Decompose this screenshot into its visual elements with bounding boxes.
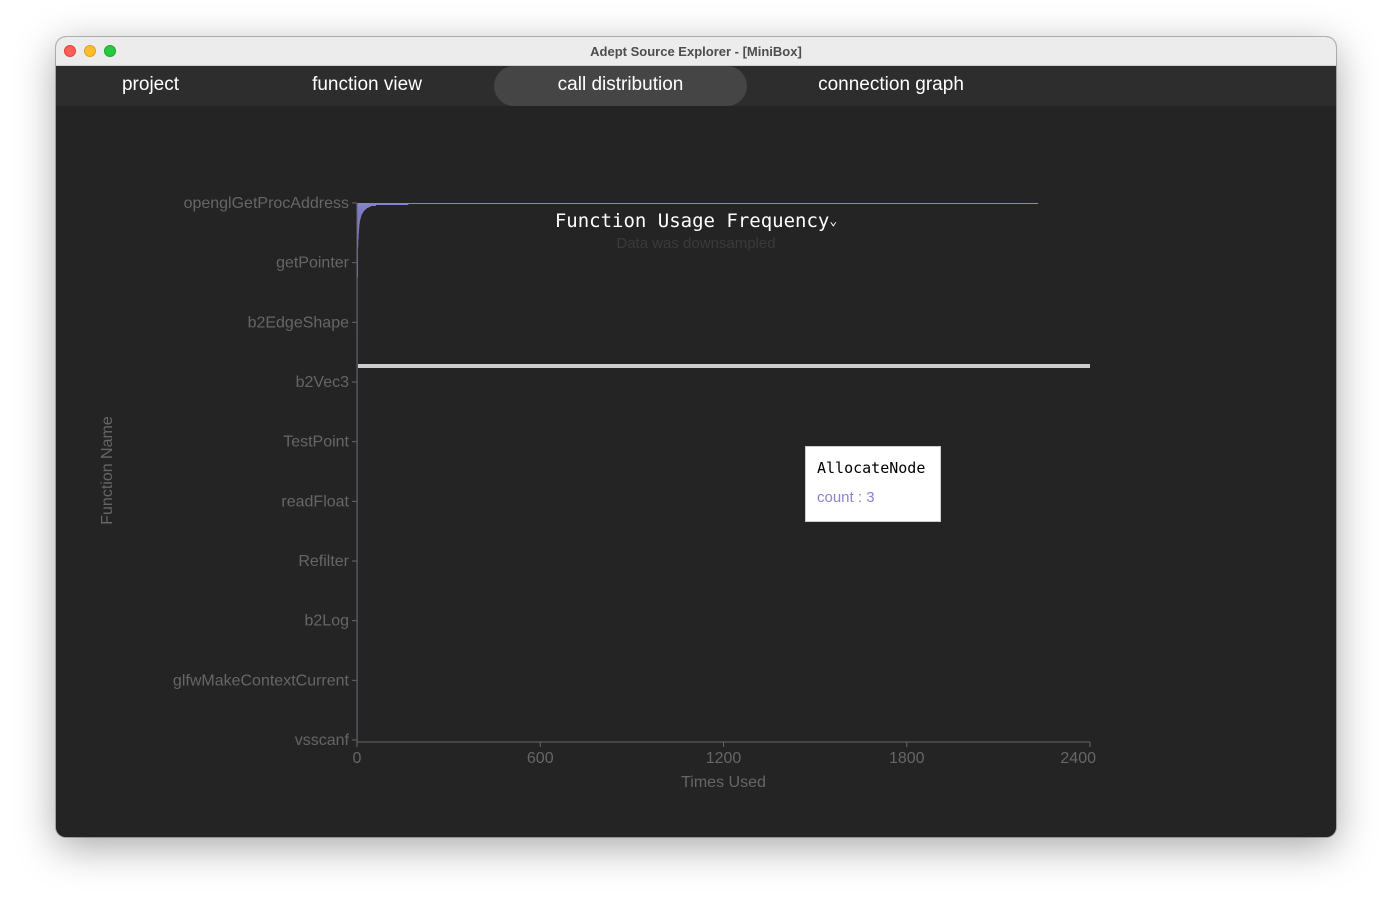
- y-tick-label: getPointer: [276, 255, 350, 272]
- bar[interactable]: [357, 241, 359, 243]
- x-axis-label: Times Used: [681, 774, 766, 791]
- bar[interactable]: [357, 205, 371, 207]
- tab-bar: project function view call distribution …: [56, 66, 1336, 106]
- bar[interactable]: [357, 210, 364, 212]
- x-tick-label: 600: [527, 750, 554, 767]
- bar[interactable]: [357, 220, 361, 222]
- bar[interactable]: [357, 215, 362, 217]
- tab-project[interactable]: project: [121, 74, 180, 95]
- bar[interactable]: [357, 222, 360, 224]
- bar[interactable]: [357, 204, 376, 206]
- x-tick-label: 1800: [889, 750, 925, 767]
- bar[interactable]: [357, 229, 359, 231]
- bar[interactable]: [357, 230, 359, 232]
- tab-function-view[interactable]: function view: [312, 74, 422, 95]
- y-axis-label: Function Name: [99, 416, 116, 525]
- bar[interactable]: [357, 231, 359, 233]
- tooltip-count: count : 3: [817, 489, 875, 506]
- bar[interactable]: [357, 212, 363, 214]
- bar[interactable]: [357, 209, 365, 211]
- maximize-window-button[interactable]: [104, 45, 116, 57]
- bar[interactable]: [357, 216, 361, 218]
- minimize-window-button[interactable]: [84, 45, 96, 57]
- y-tick-label: b2Vec3: [296, 374, 349, 391]
- y-tick-label: Refilter: [298, 553, 349, 570]
- bar[interactable]: [357, 214, 362, 216]
- bar[interactable]: [357, 226, 360, 228]
- bar[interactable]: [357, 244, 359, 246]
- bar[interactable]: [357, 240, 359, 242]
- tab-connection-graph[interactable]: connection graph: [818, 74, 964, 95]
- hover-cursor: [358, 364, 1090, 368]
- y-tick-label: openglGetProcAddress: [184, 195, 349, 212]
- chart-type-dropdown[interactable]: Function Usage Frequency⌄: [526, 207, 866, 235]
- tab-call-distribution[interactable]: call distribution: [494, 66, 747, 106]
- bar[interactable]: [357, 234, 359, 236]
- y-tick-label: vsscanf: [295, 732, 350, 749]
- bar[interactable]: [357, 228, 360, 230]
- bar[interactable]: [357, 221, 360, 223]
- y-tick-label: TestPoint: [283, 434, 349, 451]
- bar[interactable]: [357, 213, 362, 215]
- bar[interactable]: [357, 245, 359, 247]
- bar[interactable]: [357, 218, 361, 220]
- x-tick-label: 2400: [1060, 750, 1096, 767]
- bar[interactable]: [357, 242, 359, 244]
- y-tick-label: readFloat: [281, 493, 349, 510]
- bar[interactable]: [357, 203, 409, 205]
- bar[interactable]: [357, 225, 360, 227]
- chart-tooltip: AllocateNode count : 3: [805, 446, 941, 522]
- bar[interactable]: [357, 223, 360, 225]
- chart-panel: Function Usage Frequency⌄ Data was downs…: [56, 106, 1336, 837]
- bar[interactable]: [357, 207, 367, 209]
- bar[interactable]: [357, 235, 359, 237]
- bar[interactable]: [357, 211, 364, 213]
- bar-chart[interactable]: Data was downsampled openglGetProcAddress…: [56, 106, 1336, 837]
- bar[interactable]: [357, 236, 359, 238]
- bar[interactable]: [357, 219, 361, 221]
- chevron-down-icon: ⌄: [829, 214, 838, 229]
- app-window: Adept Source Explorer - [MiniBox] projec…: [56, 37, 1336, 837]
- bar[interactable]: [357, 239, 359, 241]
- bar[interactable]: [357, 227, 360, 229]
- window-title: Adept Source Explorer - [MiniBox]: [590, 44, 802, 59]
- close-window-button[interactable]: [64, 45, 76, 57]
- bar[interactable]: [357, 237, 359, 239]
- x-tick-label: 1200: [706, 750, 742, 767]
- bar[interactable]: [357, 217, 361, 219]
- chart-title: Function Usage Frequency: [554, 210, 830, 232]
- bar[interactable]: [357, 238, 359, 240]
- bar[interactable]: [357, 243, 359, 245]
- bar[interactable]: [357, 202, 1039, 204]
- bar[interactable]: [357, 224, 360, 226]
- x-tick-label: 0: [353, 750, 362, 767]
- downsample-note: Data was downsampled: [616, 235, 775, 252]
- bar[interactable]: [357, 206, 369, 208]
- tooltip-function-name: AllocateNode: [817, 459, 926, 477]
- bar[interactable]: [357, 232, 359, 234]
- bar[interactable]: [357, 208, 366, 210]
- y-tick-label: b2Log: [305, 613, 350, 630]
- y-tick-label: b2EdgeShape: [248, 314, 350, 331]
- title-bar[interactable]: Adept Source Explorer - [MiniBox]: [56, 37, 1336, 66]
- y-tick-label: glfwMakeContextCurrent: [173, 672, 350, 689]
- bar[interactable]: [357, 246, 359, 248]
- bar[interactable]: [357, 233, 359, 235]
